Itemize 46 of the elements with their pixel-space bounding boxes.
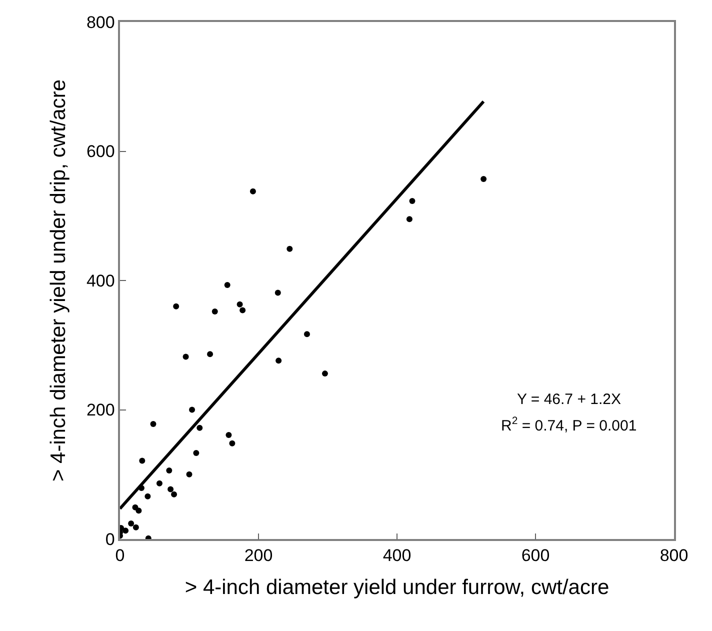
point bbox=[186, 471, 192, 478]
x-tick-label: 200 bbox=[244, 546, 273, 566]
y-tick-label: 800 bbox=[86, 12, 115, 32]
point bbox=[406, 216, 412, 222]
point bbox=[136, 508, 142, 514]
y-tick-label: 600 bbox=[86, 142, 115, 162]
y-tick-label: 400 bbox=[86, 271, 115, 290]
point bbox=[132, 524, 139, 530]
annotation: R$^{2}$ = 0.74, P = 0.001 bbox=[501, 415, 637, 434]
point bbox=[156, 480, 162, 486]
x-axis-title: > 4-inch diameter yield under furrow, cwt/acre bbox=[184, 576, 610, 599]
x-tick-label: 800 bbox=[660, 546, 688, 566]
point bbox=[171, 491, 178, 498]
point bbox=[168, 486, 174, 492]
point bbox=[182, 354, 189, 360]
point bbox=[193, 450, 200, 456]
point bbox=[480, 176, 487, 182]
x-tick-label: 400 bbox=[382, 546, 412, 566]
point bbox=[236, 301, 243, 308]
point bbox=[139, 458, 146, 464]
point bbox=[196, 424, 203, 431]
point bbox=[166, 468, 172, 474]
x-tick-label: 600 bbox=[521, 546, 550, 566]
point bbox=[173, 303, 180, 310]
y-tick-label: 0 bbox=[105, 530, 115, 549]
point bbox=[409, 198, 416, 204]
point bbox=[122, 528, 129, 534]
point bbox=[212, 308, 218, 315]
point bbox=[150, 420, 156, 427]
point bbox=[250, 188, 256, 194]
point bbox=[304, 331, 310, 338]
y-tick-label: 200 bbox=[86, 400, 115, 420]
point bbox=[240, 307, 246, 314]
point bbox=[226, 432, 232, 438]
point bbox=[274, 290, 281, 296]
point bbox=[229, 440, 236, 446]
point bbox=[189, 406, 196, 413]
point bbox=[144, 493, 151, 500]
point bbox=[322, 370, 328, 377]
point bbox=[128, 520, 134, 526]
point bbox=[276, 358, 282, 364]
annotation: Y = 46.7 + 1.2X bbox=[517, 391, 621, 408]
point bbox=[224, 282, 230, 288]
point bbox=[207, 351, 214, 358]
y-axis-title: > 4-inch diameter yield under drip, cwt/acre bbox=[47, 79, 70, 482]
point bbox=[286, 246, 293, 252]
